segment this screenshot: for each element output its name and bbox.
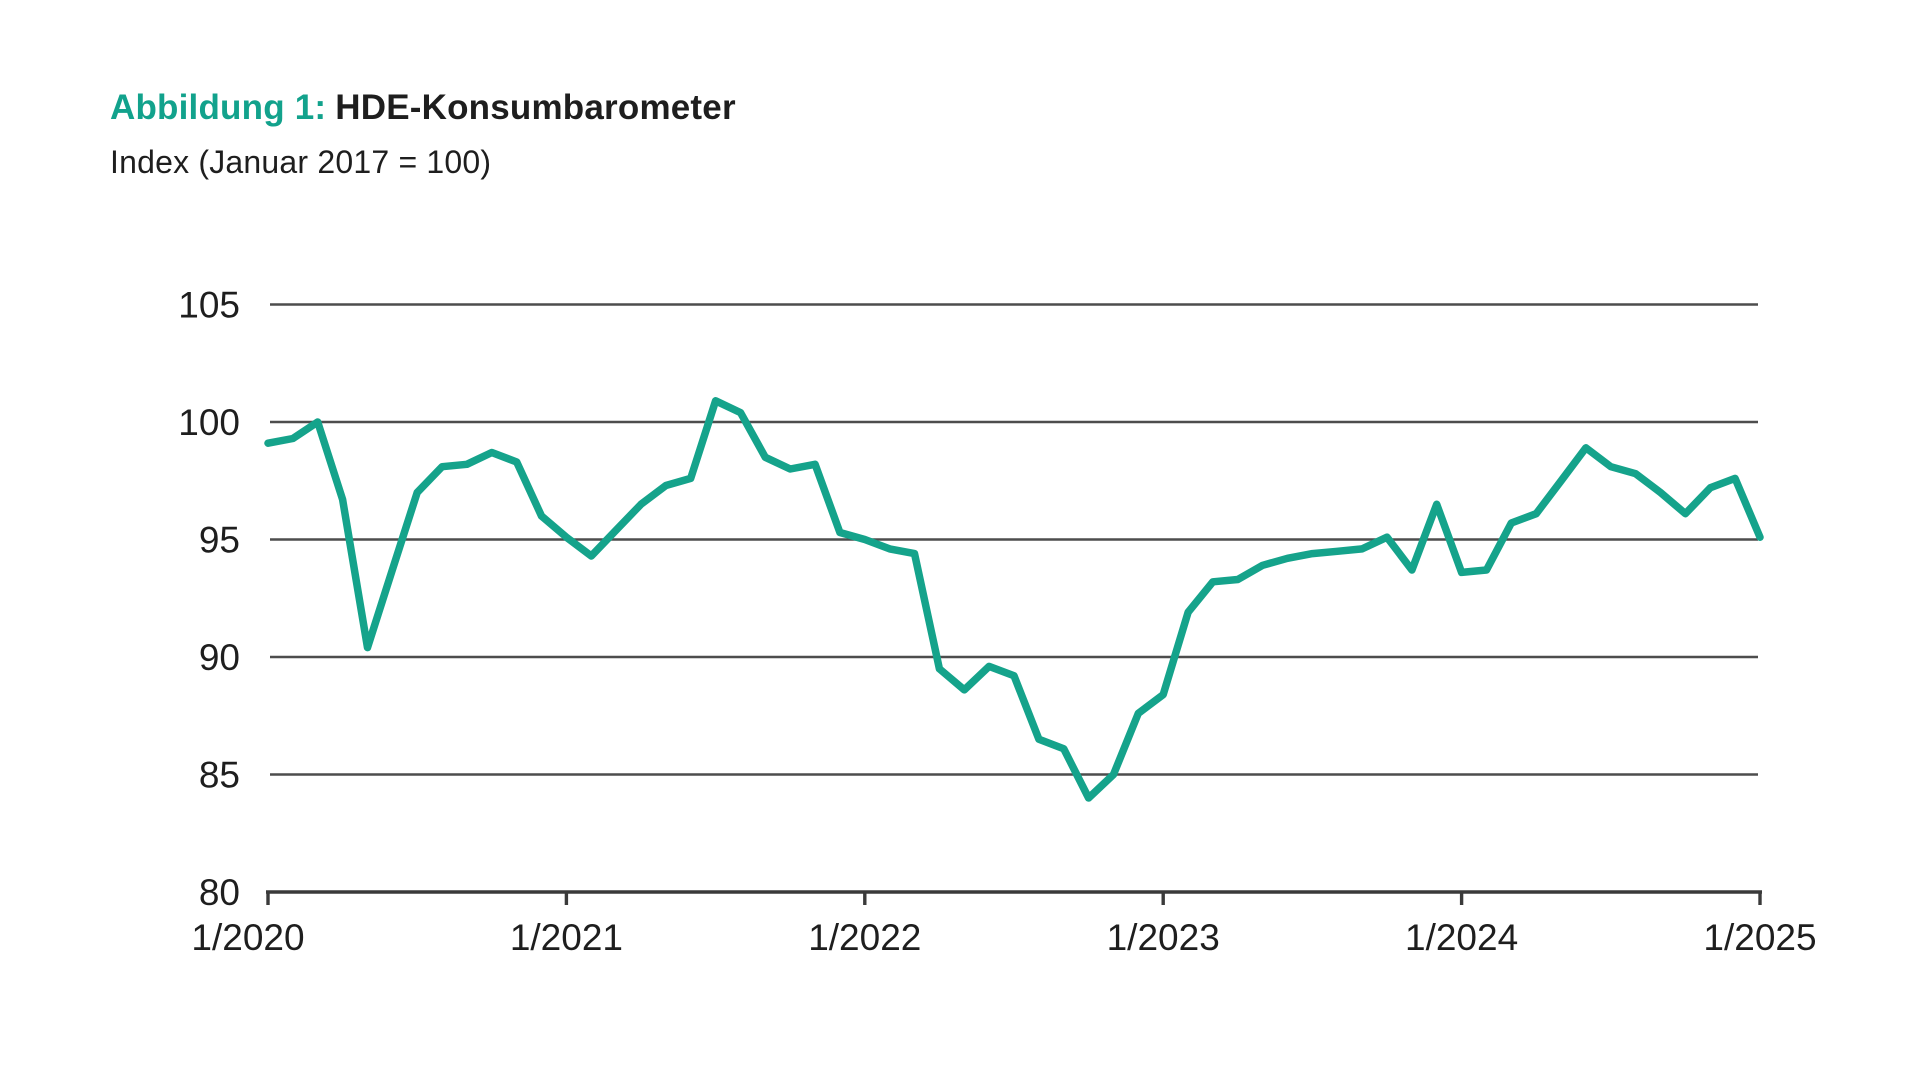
x-axis-label-1/2021: 1/2021 (510, 917, 623, 958)
figure-subtitle: Index (Januar 2017 = 100) (110, 144, 492, 180)
y-axis-label-105: 105 (178, 285, 240, 326)
konsumbarometer-data-line (264, 397, 1764, 802)
x-axis-label-1/2024: 1/2024 (1405, 917, 1518, 958)
x-axis-label-1/2025: 1/2025 (1703, 917, 1816, 958)
y-axis-label-80: 80 (199, 872, 240, 913)
y-axis-label-85: 85 (199, 755, 240, 796)
x-axis-label-1/2023: 1/2023 (1107, 917, 1220, 958)
x-axis-label-1/2020: 1/2020 (191, 917, 304, 958)
figure-label: Abbildung 1: (110, 88, 327, 127)
x-axis-label-1/2022: 1/2022 (808, 917, 921, 958)
y-axis-label-95: 95 (199, 520, 240, 561)
y-axis-label-90: 90 (199, 637, 240, 678)
figure-title: Abbildung 1: HDE-Konsumbarometer (110, 86, 736, 130)
y-axis-label-100: 100 (178, 402, 240, 443)
figure-name: HDE-Konsumbarometer (335, 88, 736, 127)
